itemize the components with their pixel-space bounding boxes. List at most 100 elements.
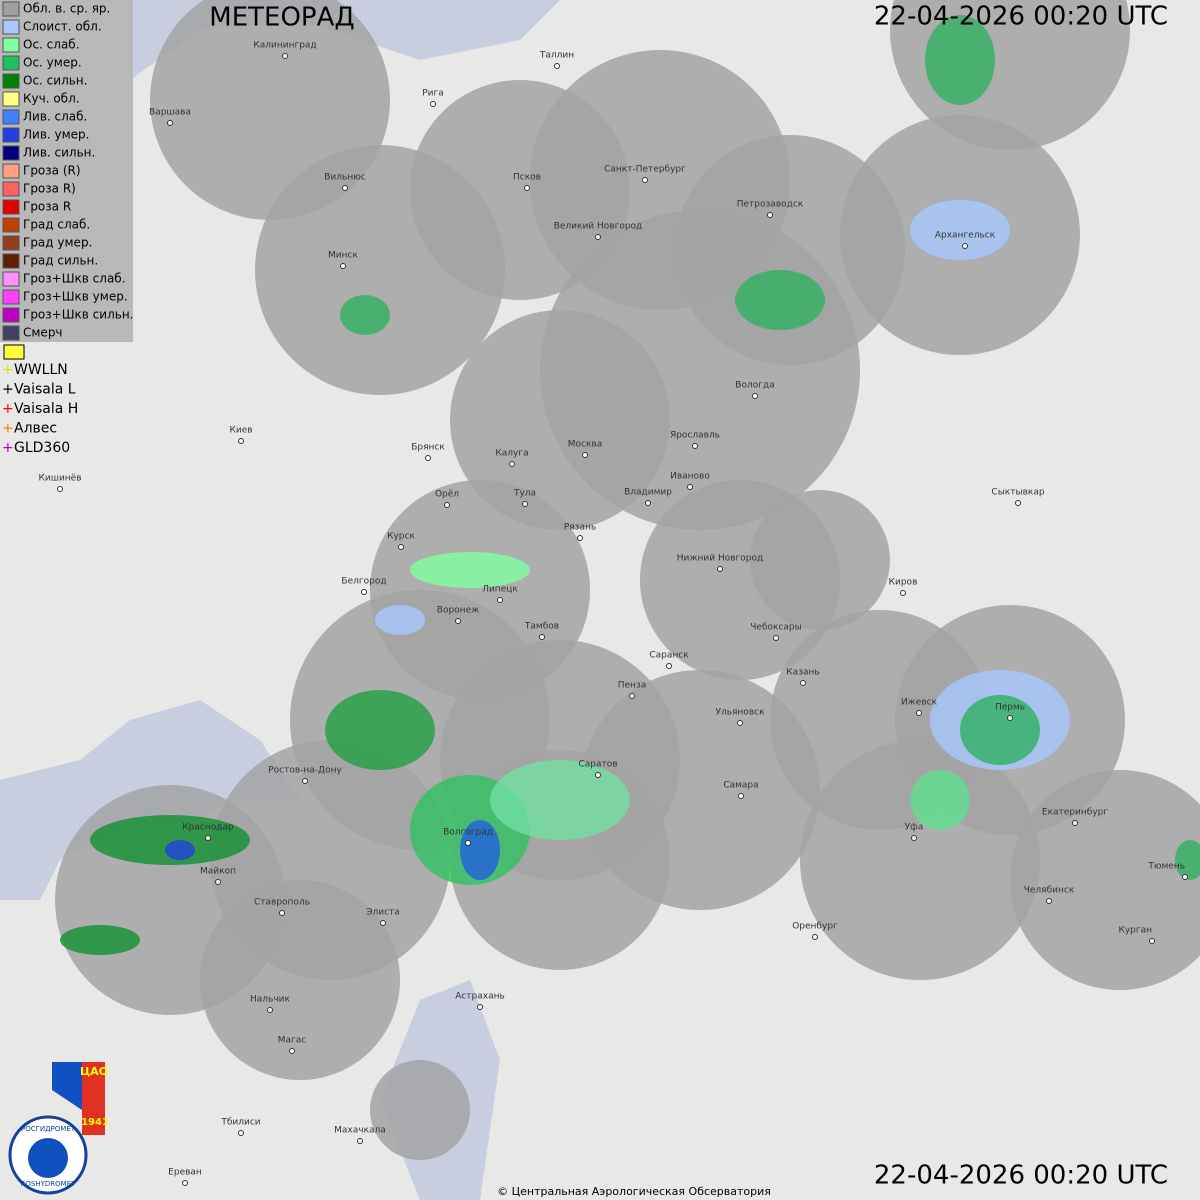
legend-swatch [2, 325, 20, 341]
legend-swatch [2, 163, 20, 179]
city-label: Краснодар [182, 823, 234, 833]
city-dot [812, 934, 818, 940]
legend-swatch [2, 199, 20, 215]
city-dot [289, 1048, 295, 1054]
legend-swatch [2, 19, 20, 35]
city-label: Киров [889, 578, 918, 588]
legend-label: Град умер. [23, 236, 92, 250]
city-dot [692, 443, 698, 449]
city-dot [430, 101, 436, 107]
precip-area [60, 925, 140, 955]
precip-area [735, 270, 825, 330]
precipitation [60, 15, 1200, 955]
city-label: Екатеринбург [1042, 808, 1108, 818]
legend-swatch [2, 253, 20, 269]
city-label: Самара [723, 781, 758, 791]
city-label: Тула [513, 489, 536, 499]
cities: Калининград Таллин Рига Варшава Вильнюс Псков… [38, 41, 1188, 1186]
city-dot [279, 910, 285, 916]
radar-circle [370, 1060, 470, 1160]
city-label: Липецк [482, 585, 518, 595]
precip-area [375, 605, 425, 635]
city-label: Тбилиси [220, 1118, 260, 1128]
city-dot [642, 177, 648, 183]
city-label: Курган [1118, 926, 1152, 936]
city-dot [497, 597, 503, 603]
legend-label: Гроза R [23, 200, 71, 214]
city-dot [687, 484, 693, 490]
city-dot [737, 720, 743, 726]
logo-year: 1941 [81, 1117, 109, 1128]
city-dot [361, 589, 367, 595]
precip-area [325, 690, 435, 770]
legend-label: Град сильн. [23, 254, 98, 268]
lightning-label: Vaisala L [14, 382, 76, 398]
legend-swatch [2, 145, 20, 161]
lightning-label: Vaisala H [14, 401, 78, 417]
precip-area [1175, 840, 1200, 880]
legend-label: Слоист. обл. [23, 20, 102, 34]
legend-label: Куч. обл. [23, 92, 80, 106]
city-label: Петрозаводск [737, 200, 804, 210]
lightning-symbol: + [2, 382, 14, 398]
city-dot [1182, 874, 1188, 880]
city-dot [539, 634, 545, 640]
city-label: Казань [786, 668, 819, 678]
precip-area [910, 200, 1010, 260]
city-dot [238, 1130, 244, 1136]
city-dot [595, 234, 601, 240]
city-label: Архангельск [935, 231, 996, 241]
lightning-legend: + WWLLN+ Vaisala L+ Vaisala H+ Алвес+ GLD360 [2, 362, 78, 456]
precip-area [910, 770, 970, 830]
radar-circle [200, 880, 400, 1080]
logo-flag [82, 1062, 105, 1135]
precip-area [460, 820, 500, 880]
legend-label: Гроз+Шкв сильн. [23, 308, 133, 322]
city-dot [767, 212, 773, 218]
lightning-symbol: + [2, 440, 14, 456]
city-label: Саранск [649, 651, 689, 661]
precip-area [490, 760, 630, 840]
city-dot [57, 486, 63, 492]
legend-label: Гроза (R) [23, 164, 81, 178]
city-dot [444, 502, 450, 508]
legend-label: Смерч [23, 326, 63, 340]
city-dot [522, 501, 528, 507]
city-label: Брянск [411, 443, 445, 453]
city-label: Калининград [253, 41, 316, 51]
city-dot [1149, 938, 1155, 944]
city-dot [267, 1007, 273, 1013]
lightning-icon [3, 344, 25, 360]
radar-circle [750, 490, 890, 630]
city-label: Москва [568, 440, 602, 450]
city-label: Махачкала [334, 1126, 386, 1136]
legend-swatch [2, 73, 20, 89]
city-label: Сыктывкар [991, 488, 1044, 498]
lightning-symbol: + [2, 362, 14, 378]
city-label: Нальчик [250, 995, 291, 1005]
city-label: Ярославль [670, 431, 720, 441]
logo: ЦАО 1941 РОСГИДРОМЕТ ROSHYDROMET [8, 1062, 109, 1195]
legend: Обл. в. ср. яр. Слоист. обл. Ос. слаб. Ос. … [2, 1, 133, 341]
city-label: Пермь [995, 703, 1025, 713]
legend-swatch [2, 217, 20, 233]
lightning-symbol: + [2, 401, 14, 417]
legend-panel [0, 0, 133, 342]
title: МЕТЕОРАД [209, 3, 354, 33]
city-label: Калуга [495, 449, 528, 459]
logo-ring-text: РОСГИДРОМЕТ [21, 1125, 76, 1133]
legend-label: Ос. сильн. [23, 74, 87, 88]
legend-label: Град слаб. [23, 218, 90, 232]
city-dot [629, 693, 635, 699]
city-label: Ижевск [901, 698, 938, 708]
lightning-label: WWLLN [14, 362, 68, 378]
city-label: Оренбург [792, 922, 838, 932]
legend-label: Гроз+Шкв слаб. [23, 272, 126, 286]
legend-swatch [2, 37, 20, 53]
baltic-sea [0, 0, 560, 90]
city-label: Ставрополь [254, 898, 310, 908]
city-dot [645, 500, 651, 506]
city-dot [524, 185, 530, 191]
city-label: Чебоксары [750, 623, 801, 633]
